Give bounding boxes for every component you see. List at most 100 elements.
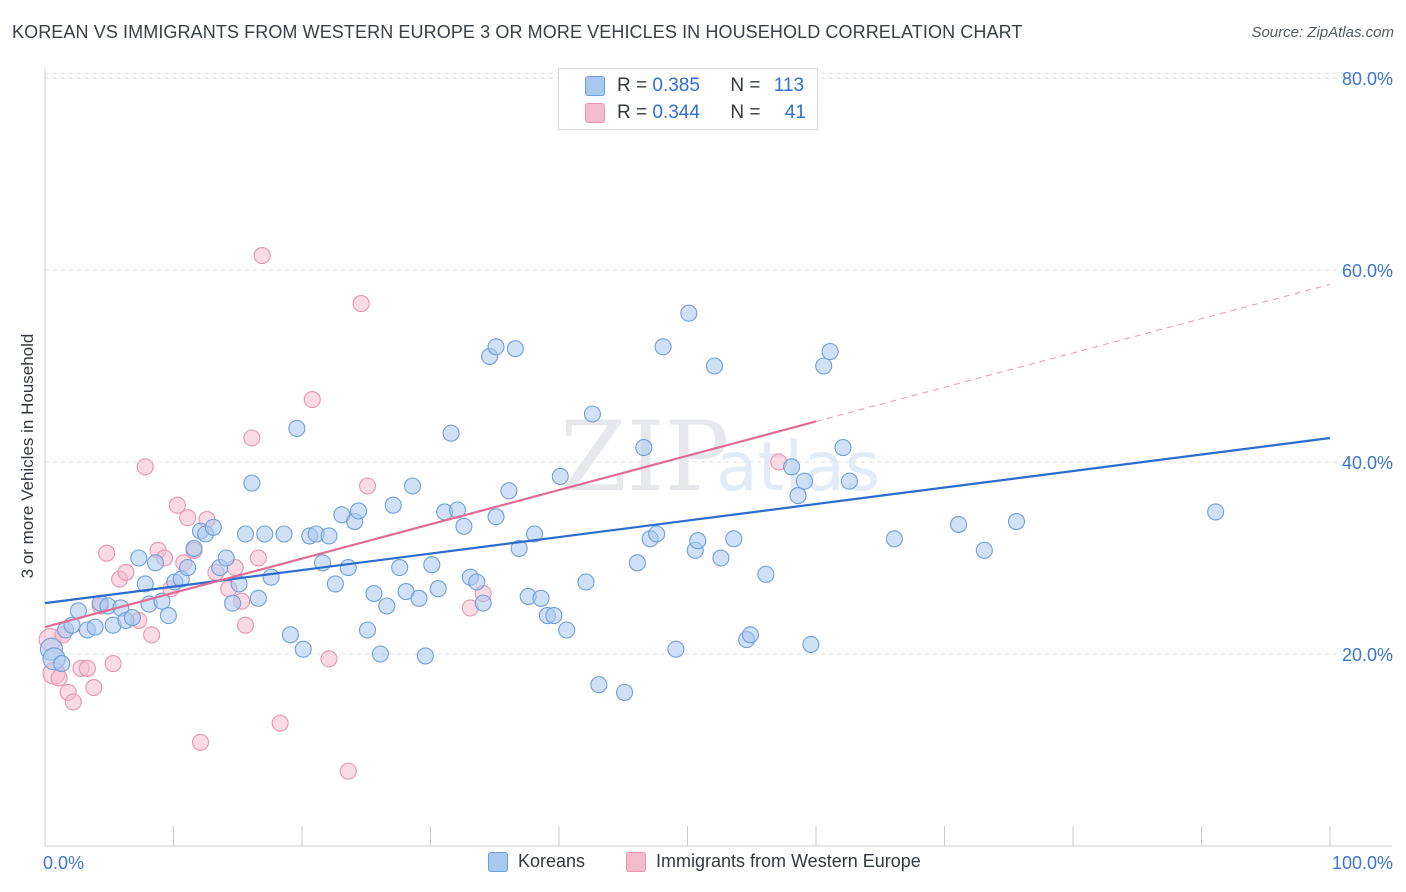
koreans-point-112: [1207, 503, 1225, 521]
koreans-point-108: [885, 530, 903, 548]
koreans-point-76: [532, 589, 550, 607]
koreans-points: [39, 304, 1225, 701]
koreans-point-72: [506, 340, 524, 358]
immigrants-point-30: [236, 616, 255, 634]
koreans-point-23: [185, 539, 203, 557]
immigrants-trend-extension: [815, 283, 1331, 422]
koreans-point-91: [680, 304, 698, 322]
immigrants-r-value: 0.344: [652, 102, 700, 123]
koreans-point-111: [1007, 512, 1026, 531]
koreans-trend-line: [44, 436, 1331, 605]
koreans-point-49: [358, 621, 377, 639]
koreans-point-104: [815, 357, 833, 375]
koreans-r-value: 0.385: [652, 75, 700, 96]
koreans-point-31: [236, 525, 255, 543]
legend-label-immigrants: Immigrants from Western Europe: [656, 851, 921, 871]
koreans-point-64: [455, 517, 473, 535]
koreans-n-label: N =: [730, 75, 766, 96]
y-tick-label-80: 80.0%: [1342, 69, 1393, 89]
legend-swatch-immigrants: [626, 851, 646, 872]
koreans-point-96: [725, 530, 743, 548]
koreans-point-50: [365, 584, 383, 603]
koreans-point-56: [403, 477, 422, 495]
koreans-point-89: [654, 338, 672, 356]
immigrants-point-33: [253, 247, 271, 265]
koreans-point-35: [262, 568, 280, 586]
koreans-point-57: [410, 589, 428, 607]
koreans-point-82: [583, 405, 601, 423]
legend-item-koreans[interactable]: Koreans: [488, 851, 585, 872]
koreans-point-26: [204, 518, 222, 536]
koreans-point-58: [416, 647, 434, 665]
x-tick-label-min: 0.0%: [43, 853, 84, 873]
koreans-point-46: [339, 559, 357, 577]
koreans-point-109: [950, 515, 968, 533]
legend-label-koreans: Koreans: [518, 851, 586, 871]
tick-labels: 20.0% 40.0% 60.0% 80.0% 0.0% 100.0%: [43, 69, 1393, 873]
koreans-point-88: [648, 525, 666, 543]
y-tick-label-20: 20.0%: [1342, 645, 1393, 665]
immigrants-swatch: [585, 103, 605, 123]
y-tick-label-60: 60.0%: [1342, 261, 1393, 281]
koreans-point-78: [545, 607, 563, 625]
koreans-point-39: [294, 640, 312, 658]
y-tick-label-40: 40.0%: [1342, 453, 1393, 473]
legend-item-immigrants[interactable]: Immigrants from Western Europe: [626, 851, 921, 872]
immigrants-point-10: [98, 544, 116, 562]
immigrants-point-7: [78, 659, 96, 677]
source-credit: Source: ZipAtlas.com: [1251, 24, 1394, 41]
immigrants-point-38: [352, 295, 370, 313]
koreans-r-label: R =: [617, 75, 653, 96]
watermark: ZIP atlas: [560, 401, 880, 513]
koreans-point-101: [789, 487, 807, 505]
koreans-point-29: [224, 594, 242, 612]
koreans-point-73: [510, 539, 528, 557]
immigrants-points: [38, 247, 788, 780]
immigrants-n-label: N =: [730, 102, 766, 123]
immigrants-point-36: [320, 650, 338, 668]
immigrants-r-label: R =: [617, 102, 653, 123]
koreans-point-90: [667, 640, 685, 658]
immigrants-point-39: [358, 477, 377, 495]
koreans-point-37: [281, 626, 299, 644]
koreans-point-106: [834, 439, 852, 457]
koreans-point-95: [712, 549, 730, 567]
koreans-point-62: [442, 424, 460, 442]
koreans-point-19: [159, 607, 177, 625]
koreans-point-69: [487, 508, 505, 526]
koreans-point-28: [217, 549, 235, 567]
koreans-point-48: [349, 502, 368, 520]
immigrants-point-31: [243, 429, 261, 447]
koreans-point-100: [783, 458, 801, 476]
koreans-point-84: [615, 683, 634, 701]
koreans-point-44: [326, 575, 344, 593]
correlation-legend: R = 0.385 N = 113 R = 0.344 N = 41: [558, 68, 818, 130]
koreans-point-79: [551, 467, 569, 485]
koreans-point-53: [384, 496, 402, 514]
koreans-point-36: [275, 525, 293, 543]
koreans-point-75: [526, 525, 544, 543]
immigrants-point-2: [50, 669, 68, 687]
immigrants-point-37: [339, 762, 357, 780]
koreans-point-93: [689, 532, 707, 550]
koreans-point-15: [136, 575, 154, 593]
immigrants-point-5: [64, 693, 82, 711]
koreans-point-71: [500, 482, 518, 500]
legend-row-koreans: R = 0.385 N = 113: [585, 75, 804, 97]
immigrants-trend-line: [44, 420, 817, 629]
koreans-point-34: [256, 525, 274, 543]
koreans-point-83: [590, 676, 608, 694]
koreans-point-102: [795, 472, 813, 490]
koreans-point-22: [179, 559, 197, 577]
immigrants-point-24: [191, 733, 210, 751]
koreans-point-98: [741, 626, 760, 644]
koreans-point-52: [378, 597, 396, 615]
trend-lines: [44, 283, 1331, 629]
legend-row-immigrants: R = 0.344 N = 41: [585, 102, 806, 124]
immigrants-point-22: [179, 509, 197, 527]
koreans-point-66: [468, 573, 486, 591]
immigrants-point-32: [249, 549, 267, 567]
koreans-point-110: [975, 541, 993, 559]
koreans-point-43: [320, 527, 338, 545]
x-tick-label-max: 100.0%: [1332, 853, 1393, 873]
